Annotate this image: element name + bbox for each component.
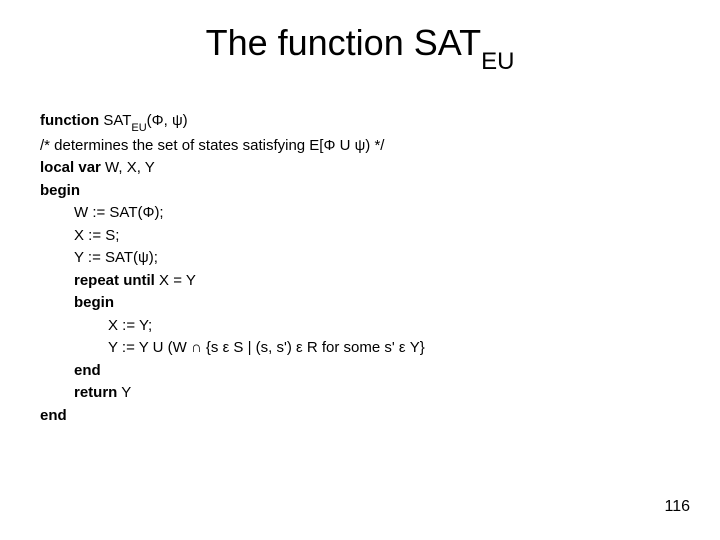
code-line: begin	[40, 292, 680, 315]
code-line: Y := Y U (W ∩ {s ε S | (s, s') ε R for s…	[40, 337, 680, 360]
slide: The function SATEU function SATEU(Φ, ψ) …	[0, 0, 720, 540]
code-line: begin	[40, 180, 680, 203]
slide-title: The function SATEU	[0, 22, 720, 70]
pseudocode-block: function SATEU(Φ, ψ) /* determines the s…	[40, 110, 680, 427]
code-line: X := S;	[40, 225, 680, 248]
title-subscript: EU	[481, 48, 514, 75]
code-line: X := Y;	[40, 315, 680, 338]
code-line: W := SAT(Φ);	[40, 202, 680, 225]
code-line: end	[40, 405, 680, 428]
code-line: function SATEU(Φ, ψ)	[40, 110, 680, 135]
code-line: end	[40, 360, 680, 383]
page-number: 116	[664, 498, 690, 516]
code-line: /* determines the set of states satisfyi…	[40, 135, 680, 158]
code-line: return Y	[40, 382, 680, 405]
code-line: repeat until X = Y	[40, 270, 680, 293]
code-line: Y := SAT(ψ);	[40, 247, 680, 270]
code-line: local var W, X, Y	[40, 157, 680, 180]
title-text: The function SAT	[206, 22, 481, 63]
